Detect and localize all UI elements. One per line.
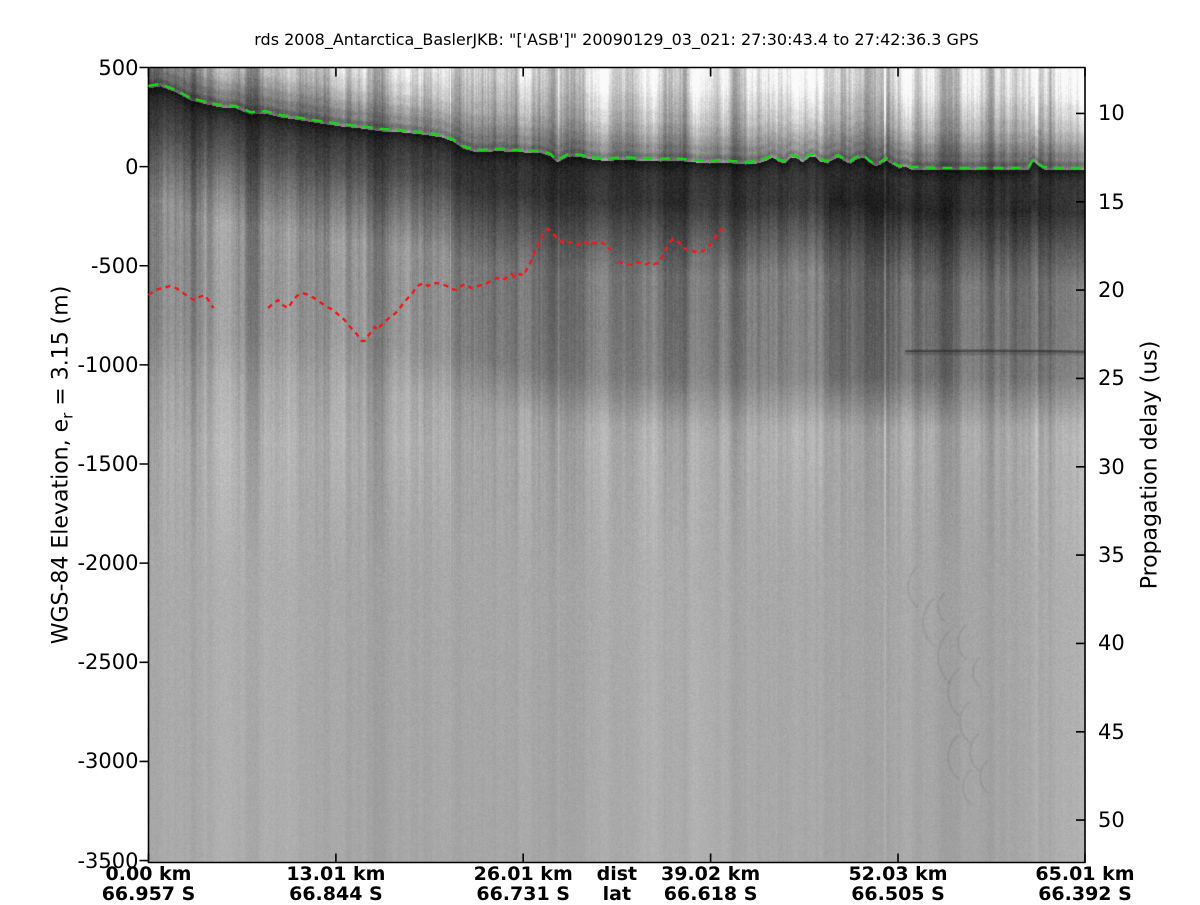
- left-axis-label-units: = 3.15 (m): [48, 285, 74, 413]
- lat-tick-label: 66.618 S: [663, 883, 758, 905]
- right-tick-label: 50: [1098, 808, 1125, 833]
- dist-tick-label: 13.01 km: [286, 863, 386, 885]
- left-tick-label: 0: [125, 154, 139, 179]
- right-tick-label: 30: [1098, 454, 1125, 479]
- lat-row-label: lat: [602, 883, 632, 905]
- right-axis-label: Propagation delay (us): [1137, 340, 1163, 590]
- left-tick-label: -2000: [77, 551, 139, 576]
- lat-tick-label: 66.957 S: [101, 883, 196, 905]
- right-tick-label: 35: [1098, 543, 1125, 568]
- left-tick-label: -3500: [77, 848, 139, 873]
- plot-area: [139, 66, 1086, 864]
- right-tick-label: 10: [1098, 101, 1125, 126]
- dist-tick-label: 65.01 km: [1035, 863, 1135, 885]
- right-tick-label: 25: [1098, 366, 1125, 391]
- left-tick-label: 500: [98, 55, 139, 80]
- right-tick-label: 45: [1098, 719, 1125, 744]
- dist-tick-label: 52.03 km: [848, 863, 948, 885]
- right-tick-label: 15: [1098, 189, 1125, 214]
- radargram-canvas: [148, 67, 1085, 863]
- dist-row-label: dist: [596, 863, 638, 885]
- right-tick-label: 20: [1098, 278, 1125, 303]
- dist-tick-label: 0.00 km: [105, 863, 192, 885]
- lat-tick-label: 66.505 S: [851, 883, 945, 905]
- left-tick-label: -3000: [77, 749, 139, 774]
- dist-tick-label: 26.01 km: [473, 863, 573, 885]
- left-tick-label: -1000: [77, 352, 139, 377]
- left-tick-label: -500: [90, 253, 139, 278]
- figure-title: rds 2008_Antarctica_BaslerJKB: "['ASB']"…: [254, 30, 979, 49]
- left-tick-label: -1500: [77, 452, 139, 476]
- lat-tick-label: 66.844 S: [289, 883, 383, 905]
- dist-tick-label: 39.02 km: [661, 863, 761, 885]
- left-axis-label-subscript: r: [58, 412, 77, 419]
- left-tick-label: -2500: [77, 650, 139, 675]
- lat-tick-label: 66.392 S: [1038, 883, 1132, 905]
- lat-tick-label: 66.731 S: [476, 883, 570, 905]
- right-tick-label: 40: [1098, 631, 1125, 656]
